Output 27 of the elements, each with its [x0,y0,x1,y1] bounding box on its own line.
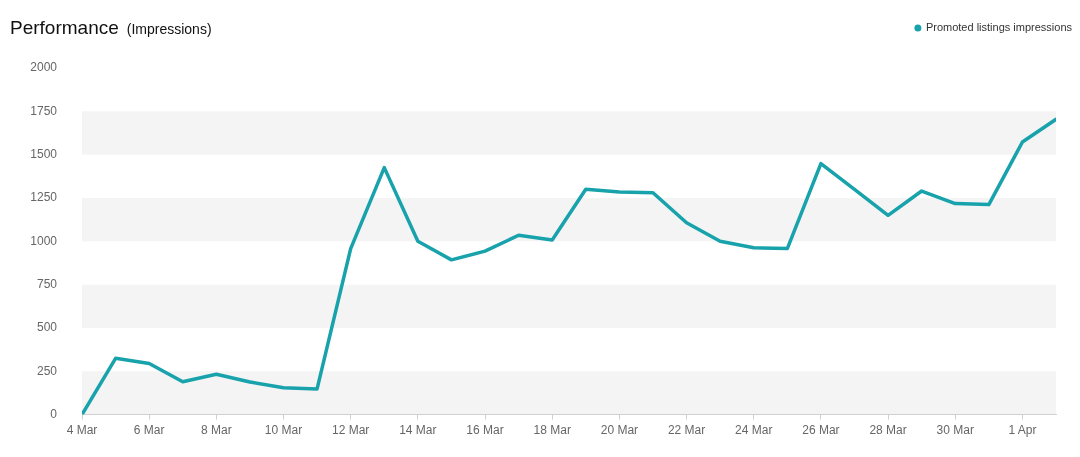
y-tick-label: 250 [36,363,58,378]
x-tick-label: 4 Mar [66,423,98,438]
x-tick-label: 1 Apr [1008,423,1037,438]
y-tick-label: 1000 [30,233,58,248]
y-tick-label: 2000 [30,60,58,75]
x-tick-label: 22 Mar [667,423,706,438]
y-tick-label: 750 [36,276,58,291]
x-tick-label: 6 Mar [133,423,165,438]
legend-label: Promoted listings impressions [925,21,1073,34]
chart-subtitle: (Impressions) [126,21,212,37]
x-tick-label: 26 Mar [802,423,840,438]
y-tick-label: 1750 [30,103,58,118]
x-tick-label: 30 Mar [936,423,974,438]
y-tick-label: 0 [50,406,58,421]
x-tick-label: 18 Mar [533,423,571,438]
x-tick-label: 10 Mar [264,423,303,438]
x-tick-label: 28 Mar [869,423,907,438]
x-tick-label: 14 Mar [399,423,437,438]
y-tick-label: 1250 [30,190,58,205]
y-tick-label: 500 [36,320,58,335]
x-tick-label: 12 Mar [332,423,370,438]
y-tick-label: 1500 [30,146,58,161]
chart-title: Performance [10,17,119,38]
x-tick-label: 8 Mar [201,423,232,438]
x-tick-label: 24 Mar [735,423,773,438]
x-tick-label: 20 Mar [600,423,639,438]
x-tick-label: 16 Mar [466,423,504,438]
